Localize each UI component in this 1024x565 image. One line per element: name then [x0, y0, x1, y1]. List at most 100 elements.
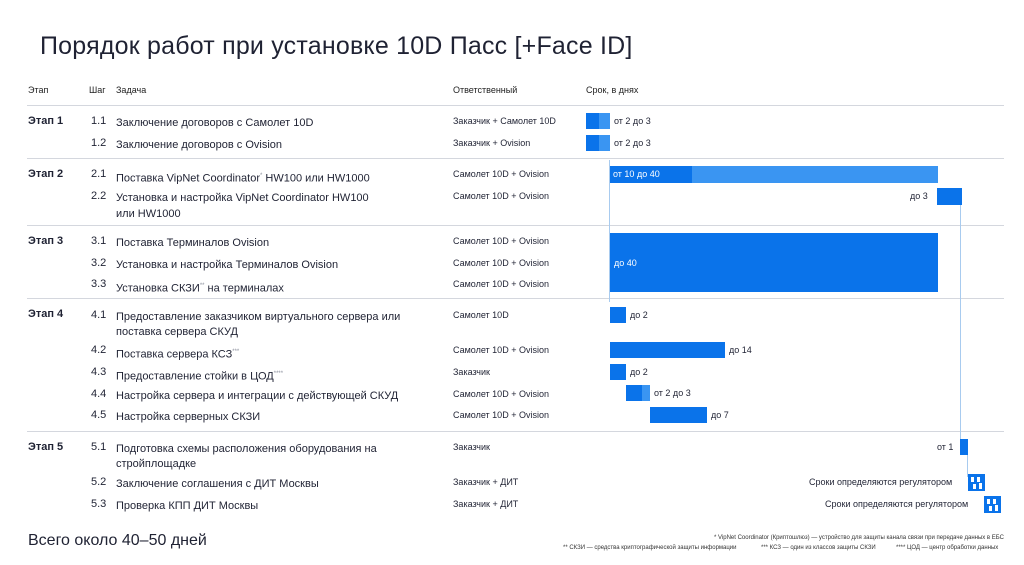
responsible-text: Заказчик + Ovision	[453, 138, 531, 148]
header-task: Задача	[116, 85, 147, 95]
responsible-text: Самолет 10D + Ovision	[453, 279, 549, 289]
task-text: Предоставление стойки в ЦОД****	[116, 370, 284, 383]
step-number: 5.1	[91, 441, 107, 453]
responsible-text: Заказчик + ДИТ	[453, 477, 519, 487]
task-text: Предоставление заказчиком виртуального с…	[116, 311, 401, 323]
task-text: Поставка Терминалов Ovision	[116, 237, 270, 249]
step-number: 2.1	[91, 168, 107, 180]
responsible-text: Самолет 10D + Ovision	[453, 345, 549, 355]
step-number: 4.2	[91, 344, 107, 356]
footnote: *** КСЗ — один из классов защиты СКЗИ	[761, 545, 876, 551]
term-label: Сроки определяются регулятором	[825, 499, 969, 509]
footnote: ** СКЗИ — средства криптографической защ…	[563, 545, 737, 551]
term-label: Сроки определяются регулятором	[809, 477, 953, 487]
separator	[27, 105, 1004, 106]
footnote: * VipNet Coordinator (Криптошлюз) — устр…	[714, 535, 1004, 541]
responsible-text: Заказчик	[453, 442, 490, 452]
page-title: Порядок работ при установке 10D Пасс [+F…	[40, 32, 633, 60]
step-number: 5.3	[91, 498, 107, 510]
gantt-bar	[626, 385, 642, 401]
task-text: Проверка КПП ДИТ Москвы	[116, 500, 259, 512]
stage-label: Этап 4	[28, 308, 64, 320]
gantt-bar	[610, 307, 626, 323]
header-step: Шаг	[89, 85, 106, 95]
step-number: 1.1	[91, 115, 107, 127]
term-label: до 3	[910, 191, 928, 201]
footnote-mark: **	[199, 283, 205, 289]
responsible-text: Самолет 10D + Ovision	[453, 169, 549, 179]
term-label: до 40	[614, 258, 637, 268]
term-label: до 2	[630, 367, 648, 377]
responsible-text: Заказчик + Самолет 10D	[453, 116, 556, 126]
task-text-line2: стройплощадке	[116, 458, 197, 470]
stage-label: Этап 3	[28, 235, 64, 247]
task-text: Установка и настройка Терминалов Ovision	[116, 259, 339, 271]
term-label: от 1	[937, 442, 954, 452]
separator	[27, 431, 1004, 432]
term-label: от 2 до 3	[614, 138, 651, 148]
task-text: Настройка сервера и интеграции с действу…	[116, 390, 399, 402]
stage-label: Этап 5	[28, 441, 64, 453]
gantt-bar	[610, 166, 692, 183]
responsible-text: Самолет 10D + Ovision	[453, 258, 549, 268]
step-number: 4.5	[91, 409, 107, 421]
responsible-text: Заказчик	[453, 367, 490, 377]
stage-label: Этап 1	[28, 115, 64, 127]
term-label: до 7	[711, 410, 729, 420]
term-label: от 2 до 3	[654, 388, 691, 398]
responsible-text: Самолет 10D + Ovision	[453, 191, 549, 201]
regulator-icon	[968, 474, 985, 491]
task-text: Настройка серверных СКЗИ	[116, 411, 261, 423]
gantt-bar-extension	[642, 385, 650, 401]
task-text: Поставка сервера КСЗ***	[116, 348, 240, 361]
task-text: Установка и настройка VipNet Coordinator…	[116, 192, 369, 204]
gantt-bar	[650, 407, 707, 423]
gantt-bar-extension	[599, 113, 610, 129]
step-number: 3.3	[91, 278, 107, 290]
gantt-bar-extension	[599, 135, 610, 151]
term-label: до 2	[630, 310, 648, 320]
term-label: от 2 до 3	[614, 116, 651, 126]
responsible-text: Самолет 10D + Ovision	[453, 236, 549, 246]
gantt-bar-extension	[692, 166, 938, 183]
step-number: 1.2	[91, 137, 107, 149]
gantt-bar	[960, 439, 968, 455]
task-text: Установка СКЗИ** на терминалах	[116, 282, 284, 295]
separator	[27, 298, 1004, 299]
header-responsible: Ответственный	[453, 85, 518, 95]
footnote-mark: ****	[273, 371, 284, 377]
separator	[27, 225, 1004, 226]
step-number: 4.4	[91, 388, 107, 400]
step-number: 3.2	[91, 257, 107, 269]
header-term: Срок, в днях	[586, 85, 639, 95]
footnote-mark: *	[259, 173, 263, 179]
footnote-mark: ***	[232, 349, 240, 355]
term-label: до 14	[729, 345, 752, 355]
header-stage: Этап	[28, 85, 49, 95]
task-text: Подготовка схемы расположения оборудован…	[116, 443, 377, 455]
task-text: Заключение соглашения с ДИТ Москвы	[116, 478, 319, 490]
stage-label: Этап 2	[28, 168, 64, 180]
task-text-line2: или HW1000	[116, 208, 181, 220]
task-text: Поставка VipNet Coordinator* HW100 или H…	[116, 172, 370, 185]
timeline-connector	[609, 160, 610, 302]
timeline-connector	[960, 204, 961, 440]
timeline-connector	[967, 455, 968, 477]
footnote: **** ЦОД — центр обработки данных	[896, 545, 999, 551]
gantt-bar	[586, 113, 599, 129]
gantt-bar	[937, 188, 962, 205]
responsible-text: Самолет 10D + Ovision	[453, 410, 549, 420]
step-number: 3.1	[91, 235, 107, 247]
responsible-text: Самолет 10D	[453, 310, 509, 320]
gantt-bar	[610, 233, 938, 292]
regulator-icon	[984, 496, 1001, 513]
gantt-bar	[610, 342, 725, 358]
step-number: 5.2	[91, 476, 107, 488]
gantt-bar	[610, 364, 626, 380]
step-number: 4.1	[91, 309, 107, 321]
task-text-line2: поставка сервера СКУД	[116, 326, 238, 338]
total-duration: Всего около 40–50 дней	[28, 532, 207, 549]
task-text: Заключение договоров с Ovision	[116, 139, 282, 151]
responsible-text: Заказчик + ДИТ	[453, 499, 519, 509]
step-number: 2.2	[91, 190, 107, 202]
